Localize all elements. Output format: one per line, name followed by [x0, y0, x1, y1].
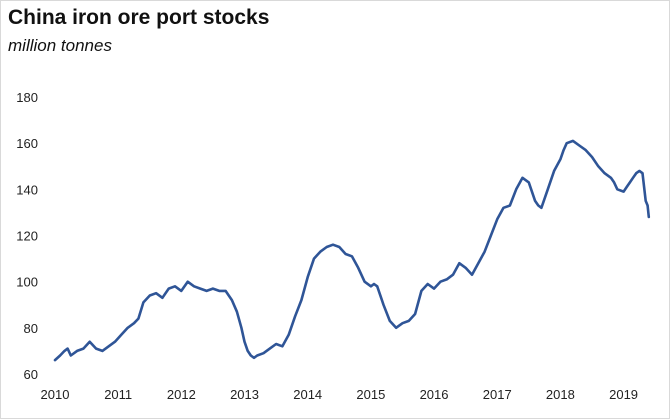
- y-tick-label: 160: [16, 136, 38, 151]
- y-tick-label: 100: [16, 275, 38, 290]
- chart-subtitle: million tonnes: [8, 36, 112, 55]
- x-tick-label: 2017: [483, 387, 512, 402]
- y-tick-label: 60: [24, 367, 38, 382]
- y-tick-label: 80: [24, 321, 38, 336]
- x-tick-label: 2015: [356, 387, 385, 402]
- y-tick-label: 180: [16, 90, 38, 105]
- x-tick-label: 2013: [230, 387, 259, 402]
- x-tick-label: 2016: [420, 387, 449, 402]
- x-tick-label: 2012: [167, 387, 196, 402]
- x-tick-label: 2018: [546, 387, 575, 402]
- y-tick-label: 140: [16, 182, 38, 197]
- y-tick-label: 120: [16, 229, 38, 244]
- series-line: [53, 139, 651, 362]
- x-tick-label: 2010: [41, 387, 70, 402]
- x-tick-label: 2019: [609, 387, 638, 402]
- chart-title: China iron ore port stocks: [8, 6, 270, 29]
- x-tick-label: 2014: [293, 387, 322, 402]
- x-tick-label: 2011: [104, 387, 132, 402]
